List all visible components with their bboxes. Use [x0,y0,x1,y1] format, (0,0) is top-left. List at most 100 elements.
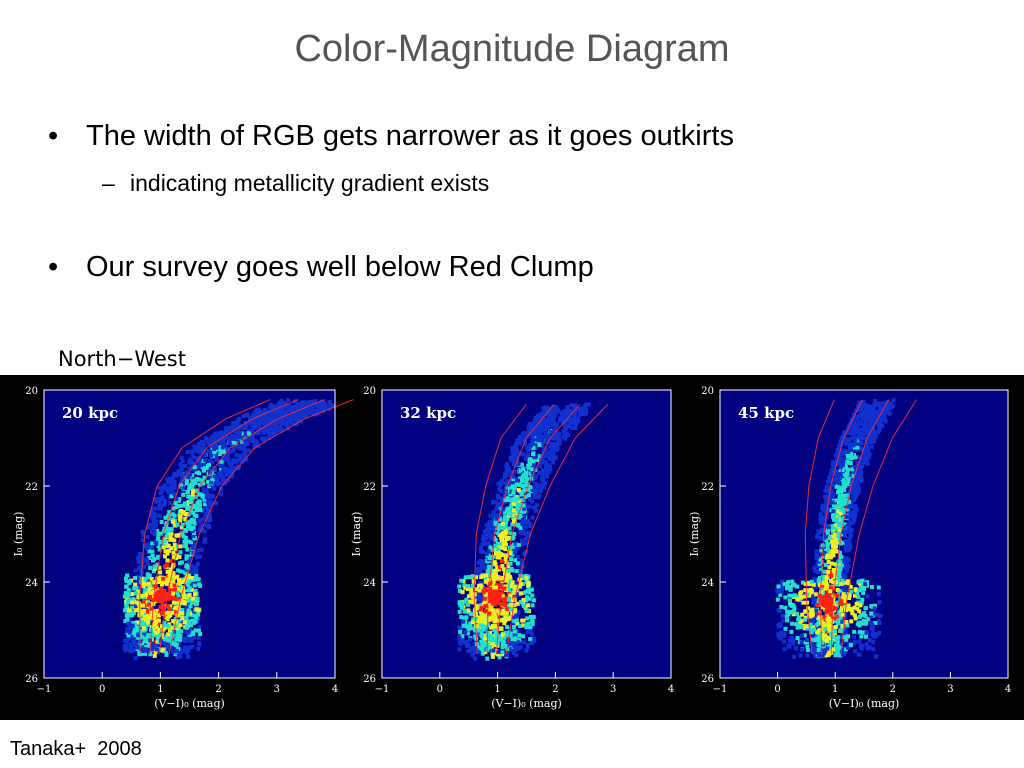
density-cell [474,596,479,601]
density-cell [520,519,525,524]
density-cell [529,467,534,472]
density-cell [502,542,506,547]
density-cell [178,637,182,642]
density-cell [154,625,159,630]
density-cell [488,581,493,586]
density-cell [168,501,173,506]
density-cell [856,404,861,409]
density-cell [875,612,879,617]
density-cell [460,590,465,595]
density-cell [846,509,851,514]
density-cell [182,638,187,643]
density-cell [462,583,467,588]
density-cell [839,563,844,567]
density-cell [857,489,861,494]
density-cell [831,500,836,505]
density-cell [519,561,524,566]
density-cell [231,466,236,471]
density-cell [508,633,513,638]
density-cell [167,609,172,614]
density-cell [166,647,171,652]
density-cell [481,550,486,554]
density-cell [254,410,259,414]
density-cell [533,494,538,498]
density-cell [518,624,522,628]
density-cell [847,499,852,504]
density-cell [275,410,279,414]
density-cell [290,413,295,418]
density-cell [862,436,867,441]
density-cell [831,478,836,483]
density-cell [143,647,148,652]
density-cell [209,494,214,499]
density-cell [531,446,536,451]
density-cell [483,633,488,638]
density-cell [536,483,541,488]
density-cell [552,434,557,439]
density-cell [517,584,522,589]
density-cell [142,543,147,548]
density-cell [135,626,140,631]
density-cell [133,656,138,661]
density-cell [284,412,288,417]
density-cell [482,542,487,547]
density-cell [168,476,172,481]
density-cell [578,411,583,415]
density-cell [156,627,161,632]
density-cell [826,525,831,530]
density-cell [183,645,187,650]
density-cell [155,513,160,518]
density-cell [837,571,842,576]
density-cell [525,595,529,600]
density-cell [525,476,529,481]
density-cell [183,517,188,521]
density-cell [183,588,188,592]
sub-bullet-marker: – [102,170,115,196]
density-cell [518,530,523,535]
density-cell [522,640,527,645]
density-cell [498,576,503,581]
density-cell [184,603,189,608]
density-cell [512,615,517,620]
density-cell [145,535,150,540]
density-cell [579,407,584,412]
density-cell [813,644,818,649]
density-cell [175,591,180,596]
density-cell [330,404,335,408]
density-cell [192,478,197,483]
density-cell [200,492,205,497]
density-cell [513,636,518,641]
density-cell [494,635,499,640]
density-cell [152,580,157,585]
density-cell [503,515,508,519]
density-cell [157,547,162,552]
density-cell [465,587,470,591]
density-cell [873,411,878,416]
density-cell [514,502,519,507]
density-cell [802,594,807,599]
density-cell [836,532,841,537]
density-cell [220,445,225,450]
density-cell [295,410,300,414]
density-cell [845,459,850,464]
density-cell [504,560,509,564]
density-cell [154,541,159,546]
density-cell [236,430,240,435]
density-cell [836,621,841,625]
density-cell [818,520,823,525]
density-cell [830,593,835,598]
density-cell [489,519,494,524]
density-cell [250,418,255,423]
density-cell [832,549,837,554]
density-cell [479,575,484,579]
density-cell [493,537,498,542]
density-cell [814,592,819,597]
density-cell [471,595,476,600]
density-cell [520,474,525,479]
density-cell [512,646,517,651]
density-cell [790,609,795,614]
density-cell [521,452,526,456]
density-cell [784,614,789,619]
bullet-2: • Our survey goes well below Red Clump [48,251,594,284]
density-cell [509,641,514,646]
